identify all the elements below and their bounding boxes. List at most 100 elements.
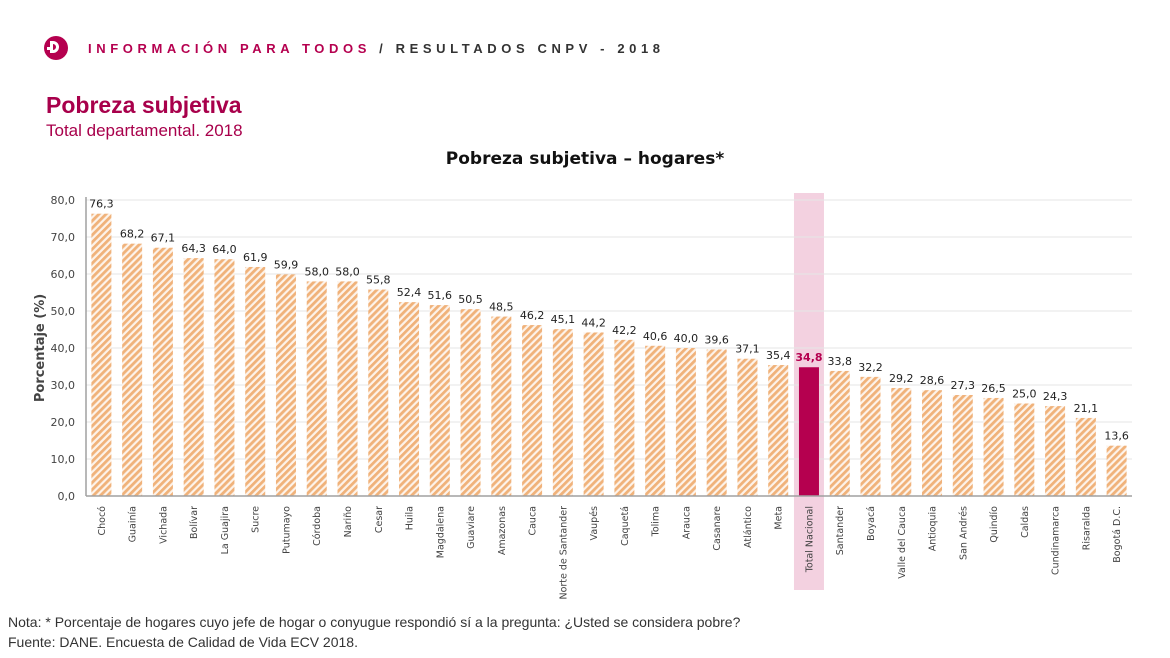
x-tick-label: Sucre bbox=[251, 506, 262, 533]
value-label: 21,1 bbox=[1074, 402, 1099, 415]
value-label: 76,3 bbox=[89, 198, 114, 211]
x-tick-label: Total Nacional bbox=[804, 506, 815, 573]
bar bbox=[952, 394, 973, 496]
value-label: 26,5 bbox=[981, 382, 1006, 395]
value-label: 35,4 bbox=[766, 349, 791, 362]
x-tick-label: Quindío bbox=[989, 506, 1000, 543]
bar bbox=[614, 339, 635, 496]
y-tick-label: 70,0 bbox=[51, 231, 76, 244]
y-axis-label: Porcentaje (%) bbox=[33, 294, 48, 402]
x-tick-label: Arauca bbox=[681, 506, 692, 539]
x-tick-label: Cauca bbox=[528, 506, 539, 536]
y-tick-label: 40,0 bbox=[51, 342, 76, 355]
x-tick-label: Magdalena bbox=[435, 506, 446, 558]
bar bbox=[1075, 417, 1096, 496]
bar bbox=[922, 390, 943, 496]
page-title: Pobreza subjetiva bbox=[46, 92, 242, 118]
bar bbox=[645, 345, 666, 496]
value-label: 25,0 bbox=[1012, 388, 1037, 401]
bar bbox=[460, 309, 481, 496]
x-tick-label: Nariño bbox=[343, 506, 354, 537]
bar bbox=[706, 349, 727, 496]
y-tick-label: 80,0 bbox=[51, 194, 76, 207]
value-label: 45,1 bbox=[551, 313, 576, 326]
bar bbox=[368, 289, 389, 496]
dane-logo-icon bbox=[44, 36, 68, 60]
x-tick-label: Guaviare bbox=[466, 506, 477, 549]
bar bbox=[860, 376, 881, 496]
y-tick-label: 30,0 bbox=[51, 379, 76, 392]
value-label: 39,6 bbox=[704, 333, 729, 346]
x-tick-label: Meta bbox=[774, 506, 785, 530]
value-label: 50,5 bbox=[458, 293, 483, 306]
x-tick-label: Boyacá bbox=[866, 506, 877, 541]
bar bbox=[1014, 403, 1035, 496]
bar bbox=[768, 365, 789, 496]
value-label: 44,2 bbox=[581, 316, 606, 329]
y-tick-label: 10,0 bbox=[51, 453, 76, 466]
value-label: 61,9 bbox=[243, 251, 268, 264]
y-tick-label: 0,0 bbox=[58, 490, 76, 503]
value-label: 28,6 bbox=[920, 374, 945, 387]
x-tick-label: Casanare bbox=[712, 506, 723, 551]
value-label: 58,0 bbox=[304, 265, 329, 278]
value-label: 64,3 bbox=[181, 242, 206, 255]
value-label: 42,2 bbox=[612, 324, 637, 337]
x-tick-label: Amazonas bbox=[497, 506, 508, 555]
bar bbox=[306, 281, 327, 496]
x-tick-label: Vichada bbox=[158, 506, 169, 544]
bar bbox=[122, 243, 143, 496]
x-tick-label: Guainía bbox=[128, 506, 139, 542]
value-label: 46,2 bbox=[520, 309, 545, 322]
x-tick-label: Caquetá bbox=[620, 506, 631, 546]
value-label: 52,4 bbox=[397, 286, 422, 299]
chart-title: Pobreza subjetiva – hogares* bbox=[445, 149, 725, 169]
x-tick-label: Cesar bbox=[374, 506, 385, 533]
bar bbox=[522, 325, 543, 496]
x-tick-label: Tolima bbox=[651, 506, 662, 537]
bar bbox=[214, 259, 235, 496]
x-tick-label: Antioquia bbox=[928, 506, 939, 551]
bar bbox=[583, 332, 604, 496]
x-tick-label: Atlántico bbox=[743, 506, 754, 548]
bar bbox=[675, 348, 696, 496]
x-tick-label: Santander bbox=[835, 506, 846, 555]
page-subtitle: Total departamental. 2018 bbox=[46, 121, 243, 140]
value-label: 37,1 bbox=[735, 343, 760, 356]
value-label: 33,8 bbox=[827, 355, 852, 368]
bar bbox=[983, 397, 1004, 496]
x-tick-label: Norte de Santander bbox=[558, 506, 569, 600]
bar bbox=[1106, 445, 1127, 496]
x-tick-label: Risaralda bbox=[1081, 506, 1092, 550]
value-label: 68,2 bbox=[120, 228, 145, 241]
bar-highlight bbox=[798, 367, 819, 496]
x-tick-label: Córdoba bbox=[312, 506, 323, 546]
header-section-a: INFORMACIÓN PARA TODOS bbox=[88, 40, 371, 56]
bar bbox=[337, 281, 358, 496]
header: INFORMACIÓN PARA TODOS / RESULTADOS CNPV… bbox=[44, 35, 665, 61]
value-label: 64,0 bbox=[212, 243, 237, 256]
value-label: 58,0 bbox=[335, 265, 360, 278]
value-label: 27,3 bbox=[951, 379, 976, 392]
value-label: 13,6 bbox=[1104, 430, 1129, 443]
header-section-b: RESULTADOS CNPV - 2018 bbox=[395, 40, 665, 56]
value-label: 40,6 bbox=[643, 330, 668, 343]
bar bbox=[429, 305, 450, 496]
y-tick-label: 20,0 bbox=[51, 416, 76, 429]
x-tick-label: Bolívar bbox=[189, 506, 200, 539]
bar bbox=[1045, 406, 1066, 496]
bar bbox=[399, 302, 420, 496]
x-tick-label: San Andrés bbox=[958, 506, 969, 560]
header-separator: / bbox=[370, 40, 396, 56]
x-tick-label: La Guajira bbox=[220, 506, 231, 554]
bar bbox=[275, 274, 296, 496]
x-tick-label: Chocó bbox=[97, 506, 108, 536]
bar bbox=[552, 329, 573, 496]
value-label: 51,6 bbox=[428, 289, 453, 302]
value-label: 67,1 bbox=[151, 232, 176, 245]
value-label: 34,8 bbox=[795, 351, 822, 364]
value-label: 29,2 bbox=[889, 372, 914, 385]
value-label: 59,9 bbox=[274, 258, 299, 271]
value-label: 48,5 bbox=[489, 301, 514, 314]
